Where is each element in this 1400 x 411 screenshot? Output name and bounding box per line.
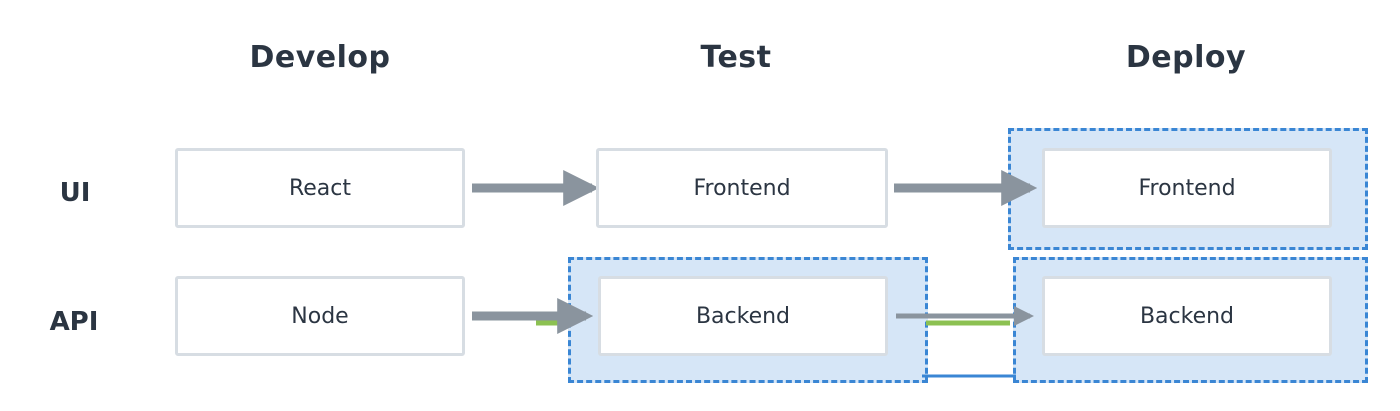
box-node: Node xyxy=(175,276,465,356)
box-test-frontend: Frontend xyxy=(596,148,888,228)
column-title-test: Test xyxy=(700,40,772,75)
box-react: React xyxy=(175,148,465,228)
column-title-develop: Develop xyxy=(249,40,391,75)
box-deploy-frontend: Frontend xyxy=(1042,148,1332,228)
row-label-api: API xyxy=(49,307,99,337)
box-deploy-backend: Backend xyxy=(1042,276,1332,356)
box-test-backend: Backend xyxy=(598,276,888,356)
column-title-deploy: Deploy xyxy=(1125,40,1247,75)
row-label-ui: UI xyxy=(59,178,91,208)
